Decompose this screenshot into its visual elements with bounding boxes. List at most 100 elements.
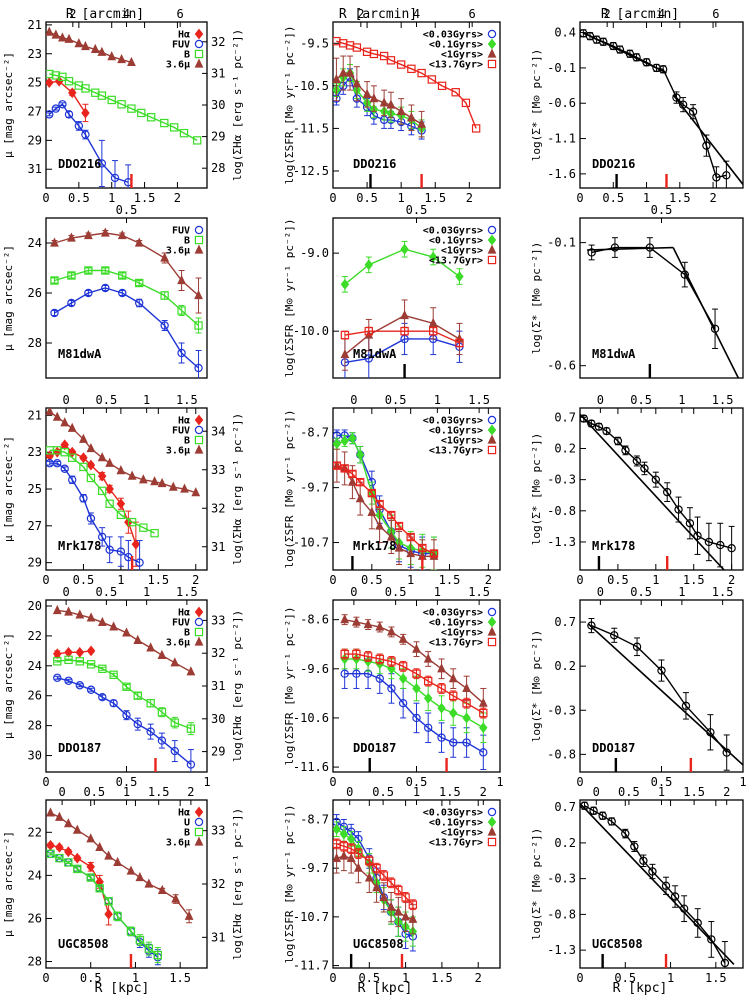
data-point (462, 712, 471, 724)
data-point (423, 653, 433, 663)
top-tick-label: 0 (63, 585, 70, 599)
data-point (661, 881, 671, 890)
data-point (386, 531, 396, 541)
data-point (97, 470, 107, 482)
data-point (387, 626, 396, 636)
data-point (60, 439, 69, 451)
data-point (351, 616, 361, 626)
data-point (170, 657, 180, 667)
data-point (86, 442, 96, 453)
legend: <0.03Gyrs><0.1Gyrs><1Gyrs><13.7Gyr> (423, 808, 497, 849)
legend-marker (487, 244, 497, 254)
series-B (46, 849, 163, 964)
data-point (97, 486, 107, 496)
data-point (81, 130, 90, 139)
data-point (471, 124, 481, 133)
plot-area (580, 413, 736, 570)
data-point (64, 606, 73, 616)
data-point (462, 682, 471, 693)
right-axis-title: log(ΣHα [erg s⁻¹ pc⁻²]) (231, 610, 244, 762)
data-point (74, 38, 84, 48)
legend-label: <0.03Gyrs> (423, 608, 483, 619)
data-point (412, 683, 421, 694)
top-tick-label: 0 (597, 393, 604, 407)
data-point (406, 532, 415, 542)
data-point (400, 326, 409, 336)
legend-marker (487, 434, 497, 444)
data-point (387, 684, 396, 693)
y-axis-title: μ [mag arcsec⁻²] (2, 245, 15, 351)
series-line (49, 449, 155, 534)
data-point (55, 853, 64, 863)
x-tick-label: 2 (466, 191, 473, 205)
y-tick-label: 0.2 (554, 836, 576, 850)
data-point (53, 459, 62, 468)
top-tick-label: 0.5 (406, 203, 428, 217)
galaxy-label: M81dwA (353, 347, 397, 361)
data-point (607, 817, 616, 826)
legend-label: <13.7Gyr> (429, 256, 483, 267)
legend-label: B (184, 436, 190, 447)
legend-label: B (184, 628, 190, 639)
legend-marker (487, 837, 497, 847)
right-axis-title: log(ΣHα [erg s⁻¹ pc⁻²]) (231, 413, 244, 565)
x-tick-label: 0 (329, 775, 336, 789)
y-tick-label: -0.1 (547, 61, 576, 75)
data-point (428, 317, 438, 327)
y-tick-label: -0.8 (547, 504, 576, 518)
top-tick-label: 0 (350, 393, 357, 407)
data-point (651, 475, 661, 484)
y-axis-title: log(ΣSFR [M⊙ yr⁻¹ pc⁻²]) (283, 410, 296, 569)
data-point (64, 676, 73, 685)
data-point (400, 243, 409, 255)
panel-ddo216-sfr: 0 0.5 1 1.5 2 2 4 6 -9.5 -10.5 -11.5 -12.5log(ΣSFR … (283, 7, 501, 205)
y-tick-label: 0.7 (554, 800, 576, 814)
data-point (64, 646, 73, 658)
y-tick-label: 24 (28, 659, 42, 673)
data-point (52, 604, 62, 615)
x-tick-label: 2 (728, 573, 735, 587)
top-tick-label: 1.5 (468, 585, 490, 599)
data-point (135, 871, 145, 882)
data-point (146, 727, 155, 736)
series-FUV (46, 100, 133, 188)
y-tick-label: -10.7 (293, 536, 329, 550)
legend-label: <0.1Gyrs> (429, 818, 483, 829)
data-point (122, 627, 131, 637)
legend-label: Hα (178, 608, 190, 619)
data-point (137, 108, 146, 118)
data-point (98, 664, 107, 674)
data-point (135, 558, 144, 567)
x-tick-label: 1 (496, 775, 503, 789)
y-tick-label: -12.5 (293, 164, 329, 178)
top-tick-label: 1.5 (148, 785, 170, 799)
data-point (412, 669, 421, 678)
data-point (126, 927, 136, 936)
data-point (157, 884, 167, 895)
data-point (406, 547, 416, 558)
y-tick-label: 28 (28, 955, 42, 969)
legend-label: 3.6μ (166, 446, 190, 457)
plot-area (333, 36, 481, 140)
y-axis-title: μ [mag arcsec⁻²] (2, 52, 15, 158)
data-point (86, 514, 96, 523)
data-point (645, 243, 655, 252)
data-point (387, 657, 396, 666)
legend-marker (487, 415, 497, 425)
data-point (355, 493, 365, 503)
data-point (354, 849, 363, 858)
series-line (591, 246, 716, 330)
legend-label: FUV (172, 426, 190, 437)
data-point (615, 45, 625, 54)
data-point (610, 631, 619, 640)
legend-marker (487, 637, 497, 647)
top-tick-label: 4 (123, 7, 130, 21)
data-point (407, 64, 416, 74)
y-tick-label: 23 (28, 445, 42, 459)
galaxy-label: Mrk178 (353, 539, 396, 553)
galaxy-label: DDO216 (592, 157, 635, 171)
top-tick-label: 0.5 (83, 785, 105, 799)
right-tick-label: 28 (211, 161, 225, 175)
